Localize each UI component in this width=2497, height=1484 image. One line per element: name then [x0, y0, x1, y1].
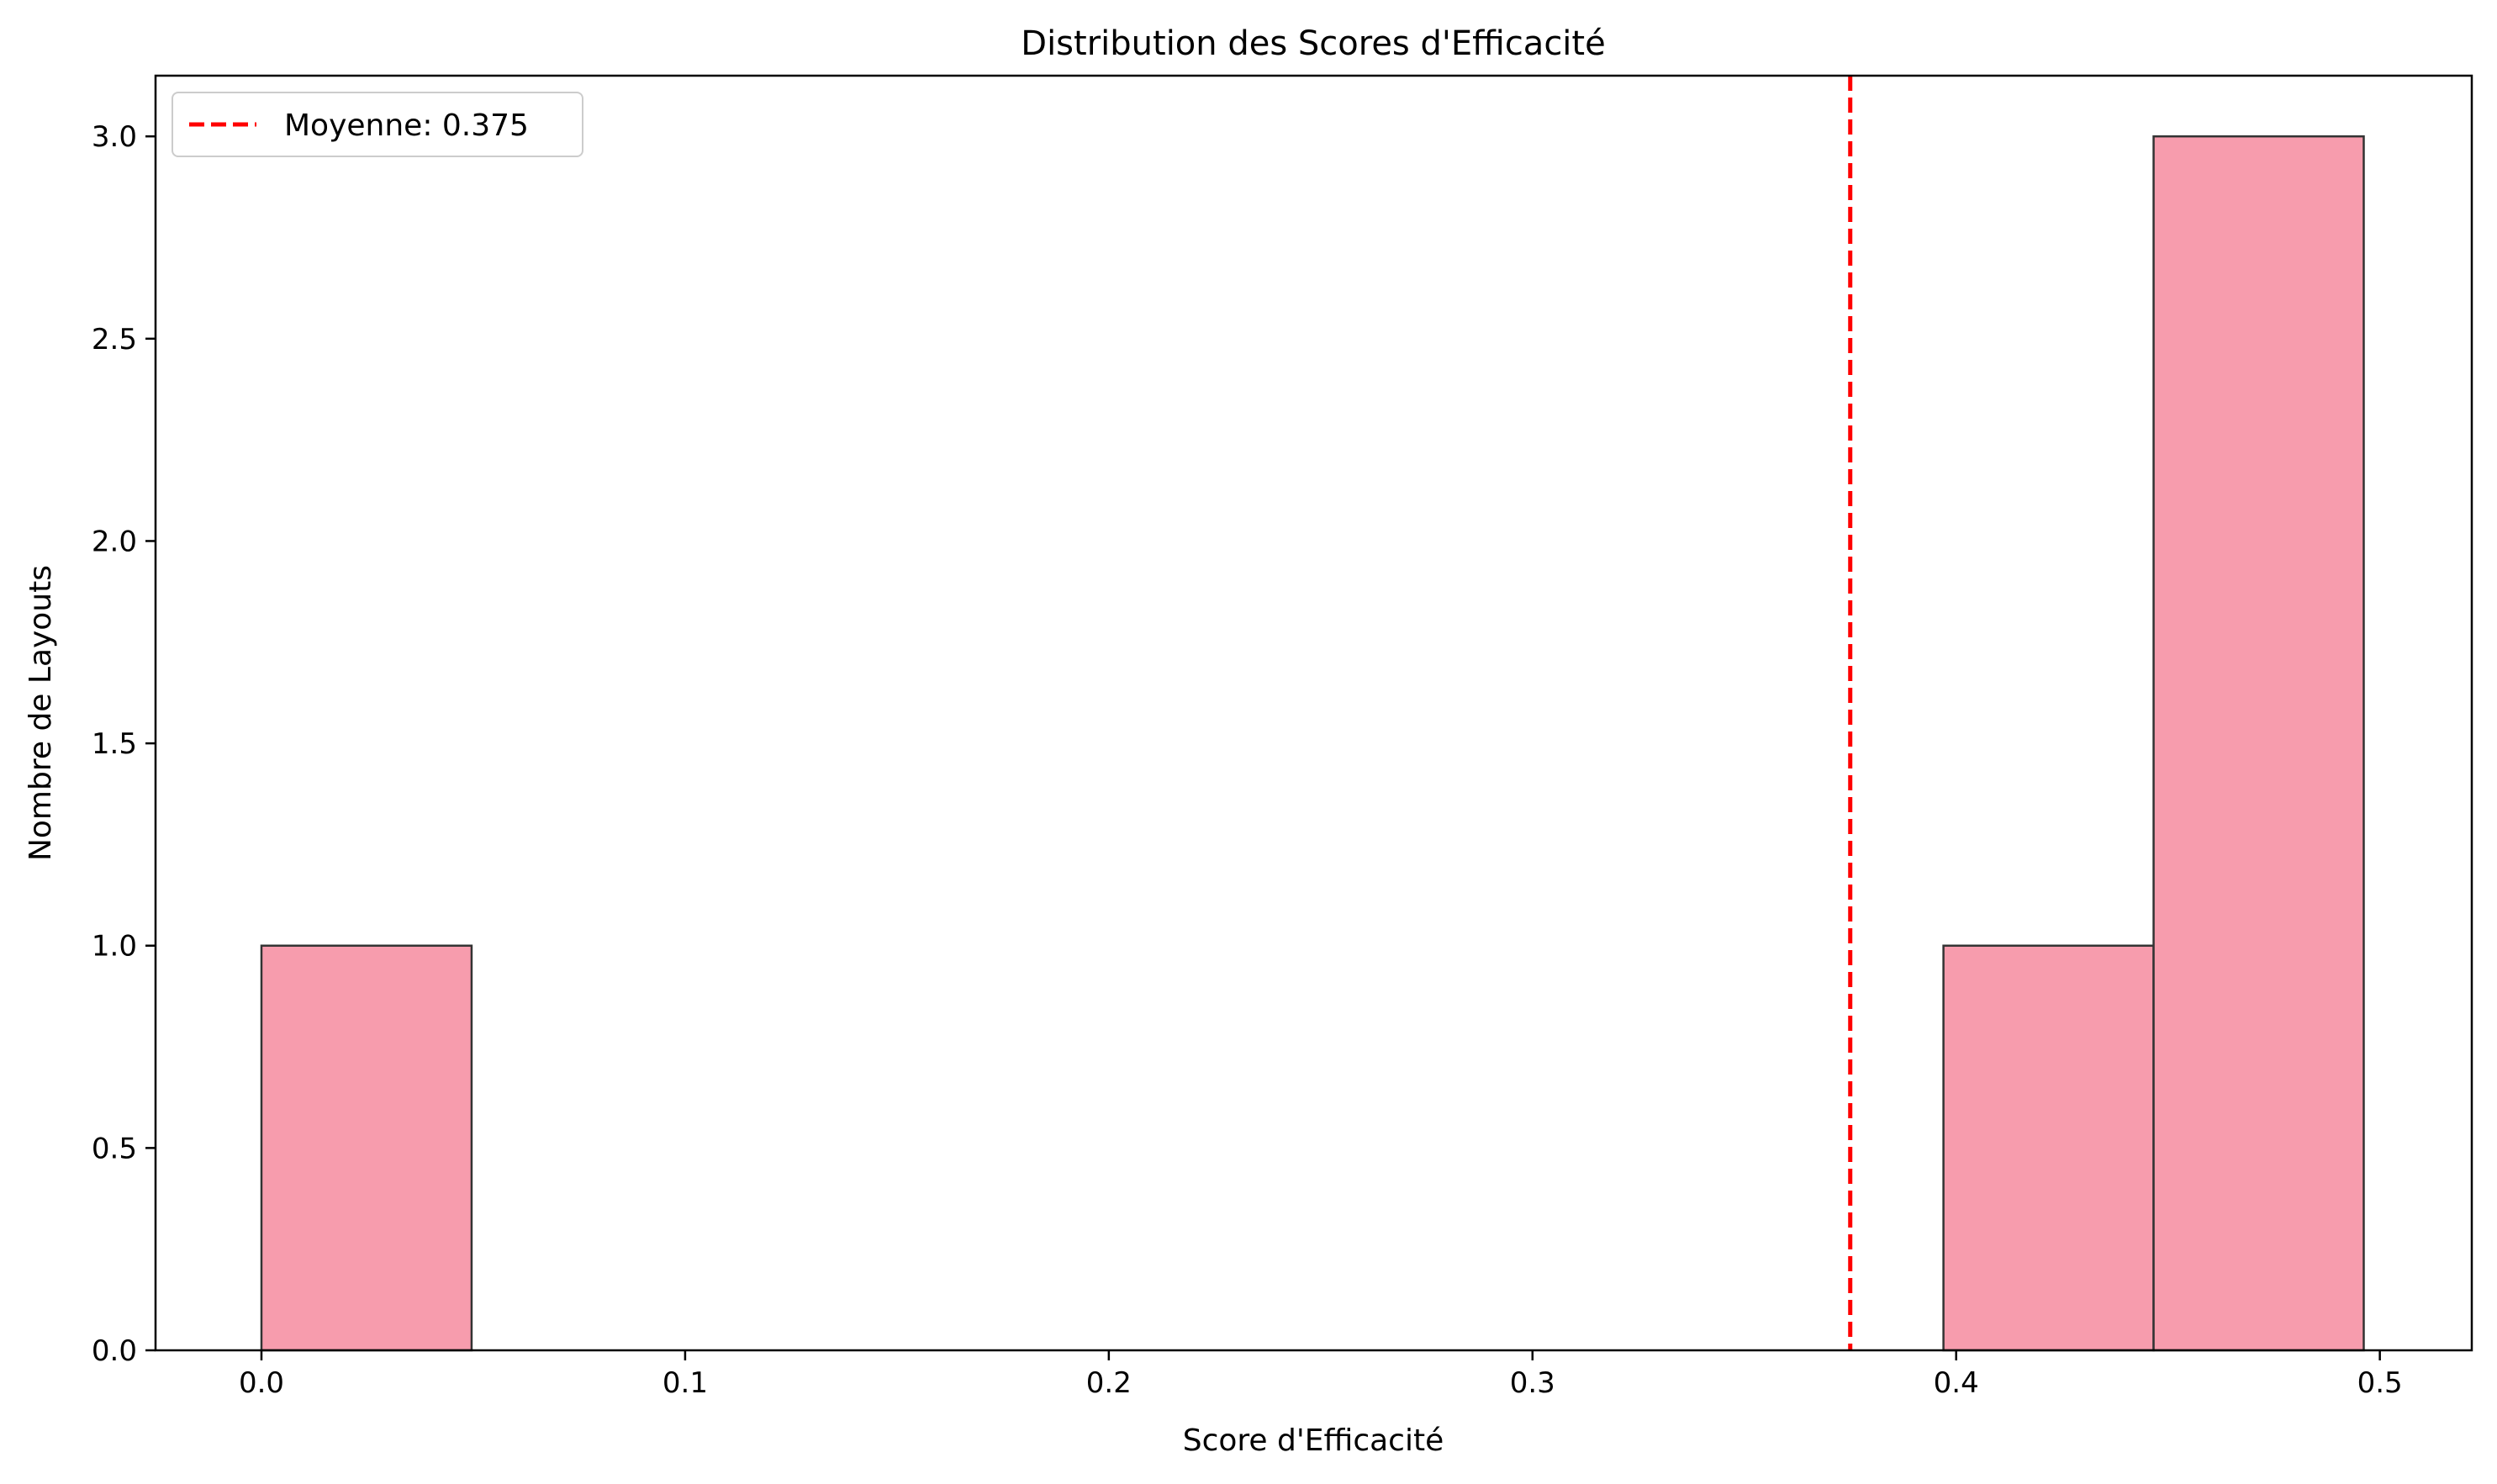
- y-tick-label: 0.5: [92, 1132, 137, 1165]
- legend-box: [172, 92, 583, 157]
- x-tick-label: 0.0: [239, 1366, 284, 1400]
- x-tick-label: 0.1: [663, 1366, 708, 1400]
- histogram-bar-0: [260, 944, 473, 1352]
- y-tick-label: 2.5: [92, 323, 137, 356]
- histogram-bar-2: [2152, 135, 2365, 1352]
- x-axis-ticks: 0.0 0.1 0.2 0.3 0.4 0.5: [239, 1350, 2403, 1400]
- histogram-bars: [260, 135, 2365, 1352]
- x-axis-label: Score d'Efficacité: [1183, 1423, 1444, 1458]
- y-tick-label: 0.0: [92, 1334, 137, 1368]
- y-tick-label: 2.0: [92, 525, 137, 558]
- legend-mean-label: Moyenne: 0.375: [284, 108, 529, 143]
- y-tick-label: 3.0: [92, 120, 137, 154]
- plot-frame: [154, 74, 2473, 1352]
- y-axis-label: Nombre de Layouts: [24, 565, 58, 861]
- x-tick-label: 0.5: [2357, 1366, 2403, 1400]
- y-tick-label: 1.5: [92, 727, 137, 761]
- x-tick-label: 0.2: [1086, 1366, 1132, 1400]
- histogram-bar-1: [1942, 944, 2155, 1352]
- x-tick-label: 0.4: [1934, 1366, 1979, 1400]
- chart-title: Distribution des Scores d'Efficacité: [1021, 24, 1605, 63]
- y-tick-label: 1.0: [92, 930, 137, 964]
- x-tick-label: 0.3: [1510, 1366, 1555, 1400]
- y-axis-ticks: 0.0 0.5 1.0 1.5 2.0 2.5 3.0: [92, 120, 156, 1368]
- legend: Moyenne: 0.375: [172, 92, 583, 157]
